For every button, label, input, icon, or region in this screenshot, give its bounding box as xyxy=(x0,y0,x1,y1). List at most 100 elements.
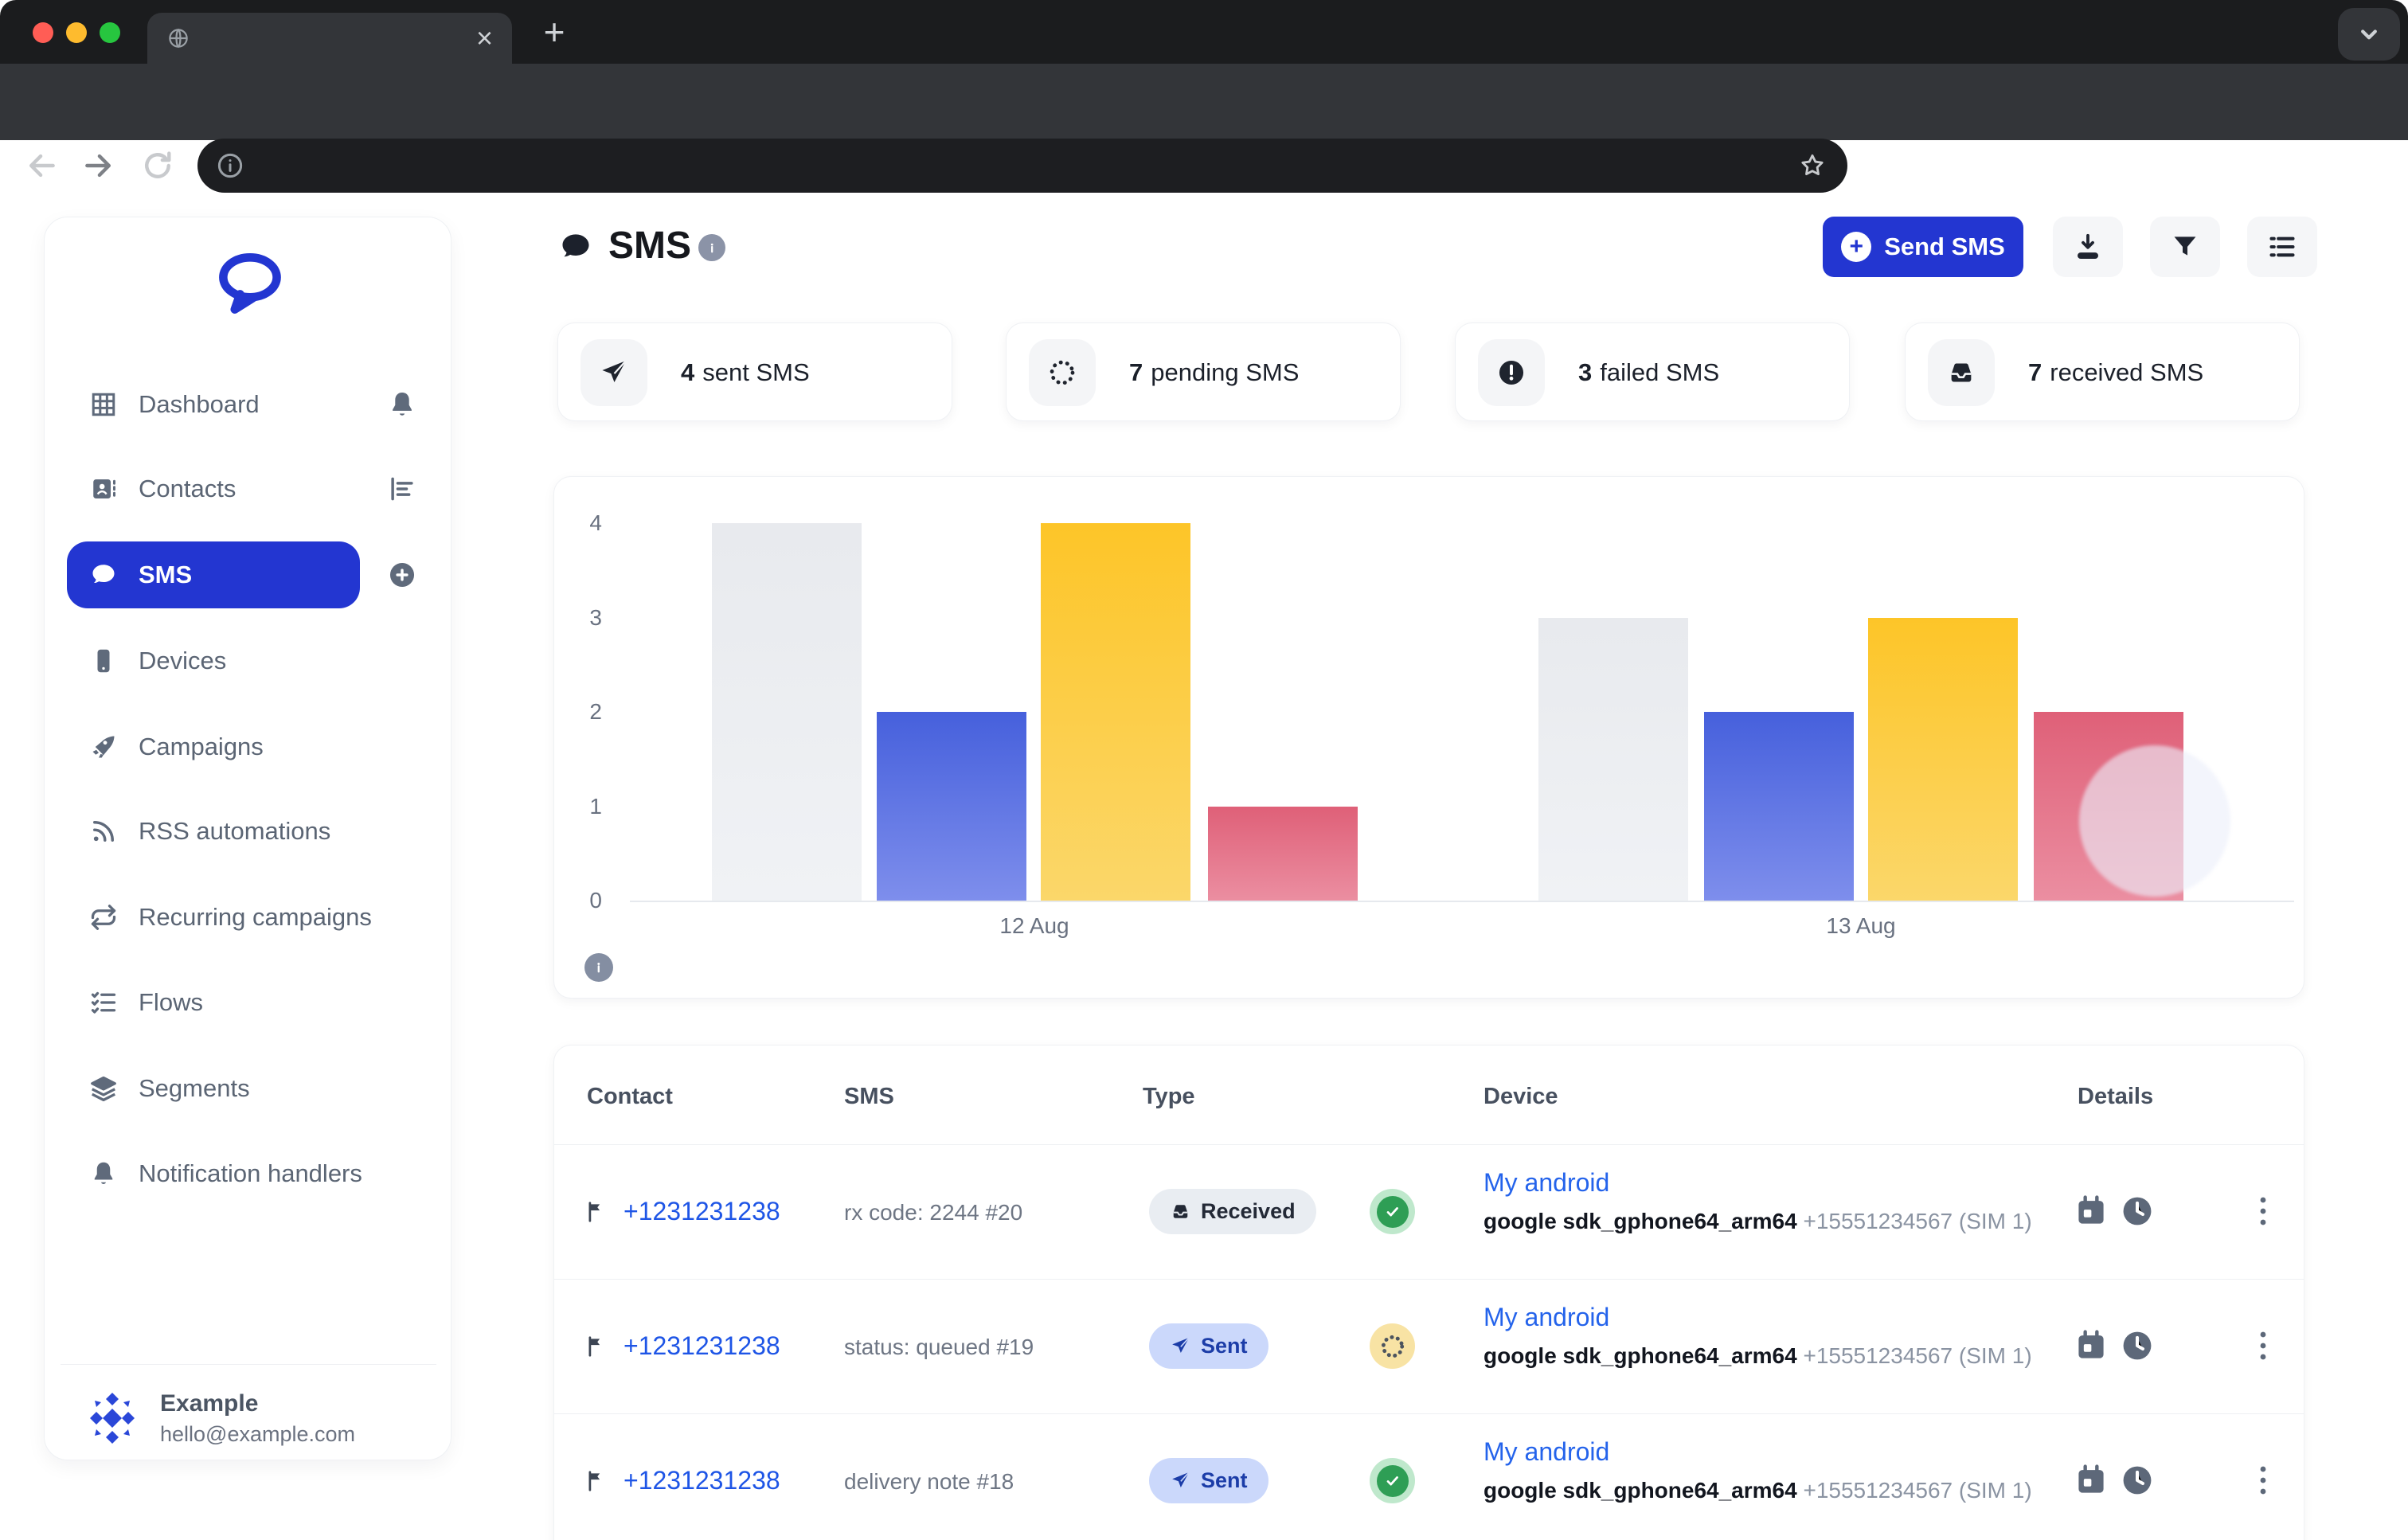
type-badge-sent: Sent xyxy=(1149,1323,1268,1369)
site-info-icon[interactable] xyxy=(215,150,245,181)
bar-sent-12-aug xyxy=(877,712,1026,901)
minimize-window-button[interactable] xyxy=(66,22,87,43)
clock-icon[interactable] xyxy=(2120,1463,2155,1498)
device-link[interactable]: My android xyxy=(1484,1437,1610,1466)
y-axis-tick: 2 xyxy=(589,699,602,724)
chevron-down-icon xyxy=(2355,21,2383,48)
filter-button[interactable] xyxy=(2150,217,2220,277)
inbox-icon xyxy=(1173,1205,1188,1218)
status-success-icon xyxy=(1370,1458,1415,1503)
layers-icon xyxy=(89,1074,118,1103)
send-sms-button[interactable]: + Send SMS xyxy=(1823,217,2023,277)
profile-email: hello@example.com xyxy=(160,1421,356,1446)
contact-card-icon xyxy=(89,475,118,503)
bar-chart-icon[interactable] xyxy=(387,474,417,504)
checklist-icon xyxy=(89,988,118,1017)
calendar-icon[interactable] xyxy=(2074,1328,2109,1363)
stat-card-received: 7 received SMS xyxy=(1905,322,2300,421)
sidebar-item-label: Notification handlers xyxy=(139,1159,362,1187)
status-success-icon xyxy=(1370,1189,1415,1234)
browser-menu-chevron-button[interactable] xyxy=(2338,8,2400,61)
phone-icon xyxy=(89,647,118,675)
type-badge-label: Sent xyxy=(1201,1334,1248,1358)
x-axis-line xyxy=(630,901,2294,902)
bar-failed-12-aug xyxy=(1208,806,1358,901)
browser-tab[interactable]: × xyxy=(147,13,512,64)
chat-bubble-icon xyxy=(89,561,118,589)
flag-icon xyxy=(584,1200,608,1224)
calendar-icon[interactable] xyxy=(2074,1463,2109,1498)
download-icon xyxy=(2078,233,2098,260)
sms-activity-chart: 0 1 2 3 4 12 Aug 13 Aug xyxy=(553,476,2304,999)
row-menu-icon[interactable] xyxy=(2254,1463,2273,1498)
bell-icon[interactable] xyxy=(387,389,417,420)
stat-card-failed: 3 failed SMS xyxy=(1455,322,1850,421)
clock-icon[interactable] xyxy=(2120,1194,2155,1229)
stat-label: received SMS xyxy=(2050,358,2204,386)
spinner-icon xyxy=(1029,339,1096,406)
list-view-button[interactable] xyxy=(2247,217,2317,277)
chart-info-icon[interactable] xyxy=(584,953,613,982)
close-window-button[interactable] xyxy=(33,22,53,43)
y-axis-tick: 3 xyxy=(589,604,602,630)
device-link[interactable]: My android xyxy=(1484,1168,1610,1197)
sms-title-chat-bubble-icon xyxy=(557,229,594,264)
url-bar[interactable] xyxy=(197,139,1847,193)
clock-icon[interactable] xyxy=(2120,1328,2155,1363)
bar-pending-13-aug xyxy=(1868,617,2018,901)
table-row: +1231231238 status: queued #19 Sent My a… xyxy=(554,1279,2304,1413)
repeat-icon xyxy=(89,903,118,932)
sms-table: Contact SMS Type Device Details +1231231… xyxy=(553,1045,2304,1540)
y-axis-tick: 1 xyxy=(589,793,602,819)
row-menu-icon[interactable] xyxy=(2254,1194,2273,1229)
y-axis-tick: 0 xyxy=(589,888,602,913)
user-profile[interactable]: Example hello@example.com xyxy=(85,1385,428,1452)
sidebar-item-contacts[interactable]: Contacts xyxy=(67,455,433,522)
sidebar-item-label: SMS xyxy=(139,561,193,588)
contact-link[interactable]: +1231231238 xyxy=(624,1331,780,1360)
sidebar-item-campaigns[interactable]: Campaigns xyxy=(67,713,433,780)
info-icon[interactable] xyxy=(698,234,725,261)
reload-icon[interactable] xyxy=(140,148,175,183)
sidebar-item-label: Dashboard xyxy=(139,390,260,418)
new-tab-button[interactable]: + xyxy=(543,11,565,53)
sidebar-item-label: Contacts xyxy=(139,475,236,502)
sidebar-item-flows[interactable]: Flows xyxy=(67,969,433,1036)
watermark-logo-ghost xyxy=(2079,745,2230,897)
forward-icon[interactable] xyxy=(81,148,116,183)
contact-link[interactable]: +1231231238 xyxy=(624,1197,780,1225)
sms-text: delivery note #18 xyxy=(844,1469,1014,1494)
plus-circle-icon[interactable] xyxy=(387,560,417,590)
sidebar-item-dashboard[interactable]: Dashboard xyxy=(67,371,433,438)
sidebar-item-rss-automations[interactable]: RSS automations xyxy=(67,798,433,865)
row-menu-icon[interactable] xyxy=(2254,1328,2273,1363)
bar-pending-12-aug xyxy=(1041,523,1190,901)
status-pending-icon xyxy=(1370,1323,1415,1369)
stat-label: pending SMS xyxy=(1151,358,1300,386)
back-icon[interactable] xyxy=(24,148,59,183)
type-badge-label: Sent xyxy=(1201,1468,1248,1492)
contact-link[interactable]: +1231231238 xyxy=(624,1466,780,1495)
maximize-window-button[interactable] xyxy=(100,22,120,43)
row-divider xyxy=(554,1413,2304,1414)
sidebar-item-label: Devices xyxy=(139,647,227,674)
page-title: SMS xyxy=(608,225,692,267)
download-button[interactable] xyxy=(2053,217,2123,277)
device-link[interactable]: My android xyxy=(1484,1303,1610,1331)
sidebar-item-label: Segments xyxy=(139,1074,250,1102)
sidebar-item-devices[interactable]: Devices xyxy=(67,627,433,694)
calendar-icon[interactable] xyxy=(2074,1194,2109,1229)
table-row: +1231231238 rx code: 2244 #20 Received M… xyxy=(554,1144,2304,1279)
chart-plot: 0 1 2 3 4 12 Aug 13 Aug xyxy=(554,477,2304,998)
stat-card-pending: 7 pending SMS xyxy=(1006,322,1401,421)
bookmark-star-icon[interactable] xyxy=(1798,151,1827,180)
tab-close-icon[interactable]: × xyxy=(475,21,493,54)
sidebar-item-recurring-campaigns[interactable]: Recurring campaigns xyxy=(67,884,433,951)
sidebar-item-segments[interactable]: Segments xyxy=(67,1055,433,1122)
sidebar-item-label: Recurring campaigns xyxy=(139,903,372,931)
sidebar-item-sms[interactable]: SMS xyxy=(67,541,360,608)
bar-received-13-aug xyxy=(1538,617,1688,901)
sidebar-item-notification-handlers[interactable]: Notification handlers xyxy=(67,1140,433,1207)
column-header-sms: SMS xyxy=(844,1084,894,1109)
sms-text: status: queued #19 xyxy=(844,1335,1034,1359)
